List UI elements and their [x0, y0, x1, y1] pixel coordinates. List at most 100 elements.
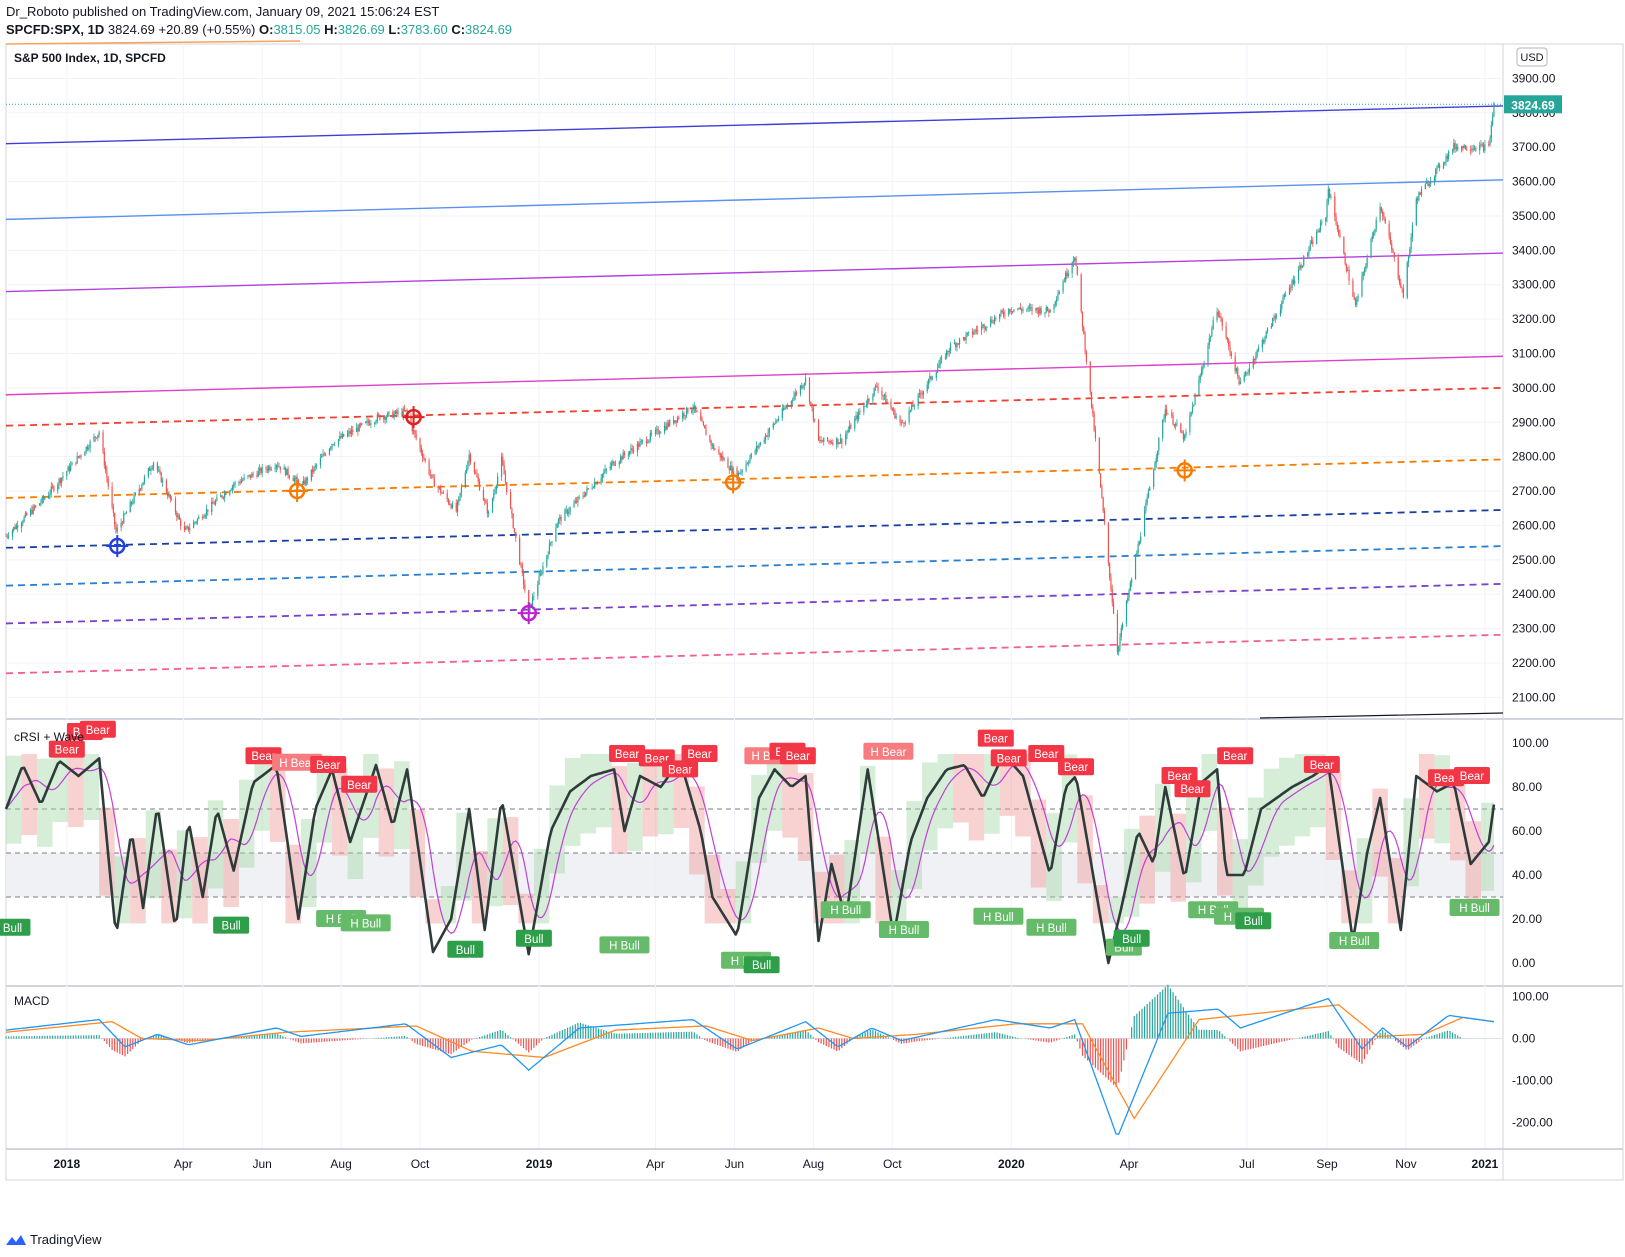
candle-body — [343, 433, 345, 437]
candle-body — [695, 405, 697, 411]
divergence-label: Bear — [609, 745, 646, 762]
histogram-bar — [1167, 984, 1169, 1039]
candle-body — [486, 503, 488, 514]
label-box — [341, 775, 378, 793]
wave-band — [968, 754, 985, 841]
histogram-bar — [54, 1035, 56, 1039]
symbol-label: SPCFD:SPX, 1D — [6, 22, 105, 37]
histogram-bar — [416, 1038, 419, 1045]
candle-body — [1081, 311, 1084, 328]
candle-body — [88, 448, 90, 449]
histogram-bar — [155, 1034, 157, 1039]
open-label: O: — [258, 22, 274, 37]
histogram-bar — [877, 1032, 879, 1039]
candle-body — [1019, 307, 1021, 310]
candle-body — [1374, 229, 1376, 234]
candle-body — [783, 408, 785, 410]
histogram-bar — [507, 1035, 509, 1039]
histogram-bar — [595, 1027, 597, 1039]
candle-body — [1339, 234, 1341, 238]
histogram-bar — [300, 1038, 302, 1044]
histogram-bar — [1156, 994, 1159, 1039]
label-box — [447, 940, 484, 958]
candle-body — [464, 472, 466, 488]
histogram-bar — [1009, 1035, 1011, 1039]
candle-body — [1002, 312, 1005, 315]
wave-band — [1123, 828, 1140, 917]
candle-body — [361, 423, 363, 425]
histogram-bar — [528, 1038, 530, 1053]
histogram-bar — [802, 1030, 804, 1039]
histogram-bar — [1299, 1037, 1301, 1039]
candle-body — [1493, 102, 1495, 117]
candle-body — [252, 473, 254, 475]
histogram-bar — [1076, 1038, 1078, 1042]
histogram-bar — [1402, 1038, 1404, 1048]
candle-body — [75, 462, 77, 464]
histogram-bar — [1343, 1038, 1345, 1052]
histogram-bar — [295, 1038, 297, 1042]
histogram-bar — [556, 1032, 558, 1039]
candle-body — [790, 400, 792, 405]
candle-body — [881, 390, 883, 396]
histogram-bar — [779, 1035, 781, 1039]
wave-band — [1356, 838, 1373, 924]
wave-band — [1279, 757, 1295, 846]
candle-body — [284, 467, 287, 475]
candle-body — [396, 410, 398, 414]
candle-body — [656, 428, 658, 430]
candle-body — [247, 475, 249, 478]
candle-body — [66, 471, 68, 477]
candle-body — [1035, 307, 1037, 312]
histogram-bar — [711, 1038, 714, 1044]
candle-body — [1084, 333, 1086, 352]
histogram-bar — [1436, 1034, 1438, 1039]
candle-body — [1475, 148, 1477, 151]
candle-body — [1012, 311, 1014, 313]
histogram-bar — [1151, 999, 1153, 1039]
candle-body — [674, 420, 676, 424]
histogram-bar — [344, 1038, 346, 1041]
histogram-bar — [248, 1035, 250, 1039]
histogram-bar — [1304, 1036, 1306, 1039]
candle-body — [805, 377, 807, 384]
histogram-bar — [975, 1034, 977, 1039]
histogram-bar — [1112, 1038, 1115, 1085]
candle-body — [814, 419, 816, 421]
candle-body — [995, 317, 997, 319]
histogram-bar — [654, 1032, 657, 1039]
candle-body — [1265, 331, 1267, 338]
histogram-bar — [1014, 1037, 1016, 1039]
histogram-bar — [315, 1038, 318, 1043]
candle-body — [557, 519, 560, 524]
divergence-label: H Bear — [272, 753, 323, 771]
level-line — [5, 633, 1504, 675]
candle-body — [819, 440, 821, 441]
candle-body — [542, 566, 544, 574]
histogram-bar — [680, 1031, 682, 1039]
histogram-bar — [1389, 1036, 1392, 1039]
histogram-bar — [965, 1035, 967, 1039]
candle-body — [138, 488, 140, 494]
candle-body — [604, 469, 606, 473]
candle-body — [691, 410, 693, 413]
candle-body — [366, 420, 368, 422]
wave-band — [1077, 795, 1093, 884]
label-text: Bear — [1180, 784, 1204, 796]
candle-body — [124, 513, 126, 515]
candle-body — [71, 462, 73, 466]
candle-body — [379, 415, 381, 420]
wave-band — [238, 779, 255, 868]
divergence-label: H Bull — [878, 921, 929, 938]
histogram-bar — [856, 1036, 858, 1039]
candle-body — [441, 492, 443, 494]
wave-band — [611, 765, 628, 854]
histogram-bar — [838, 1038, 840, 1051]
candle-body — [732, 467, 734, 474]
histogram-bar — [828, 1038, 830, 1048]
histogram-bar — [675, 1032, 677, 1039]
divergence-label: Bear — [1303, 756, 1340, 773]
candle-body — [279, 466, 281, 470]
histogram-bar — [388, 1037, 390, 1039]
